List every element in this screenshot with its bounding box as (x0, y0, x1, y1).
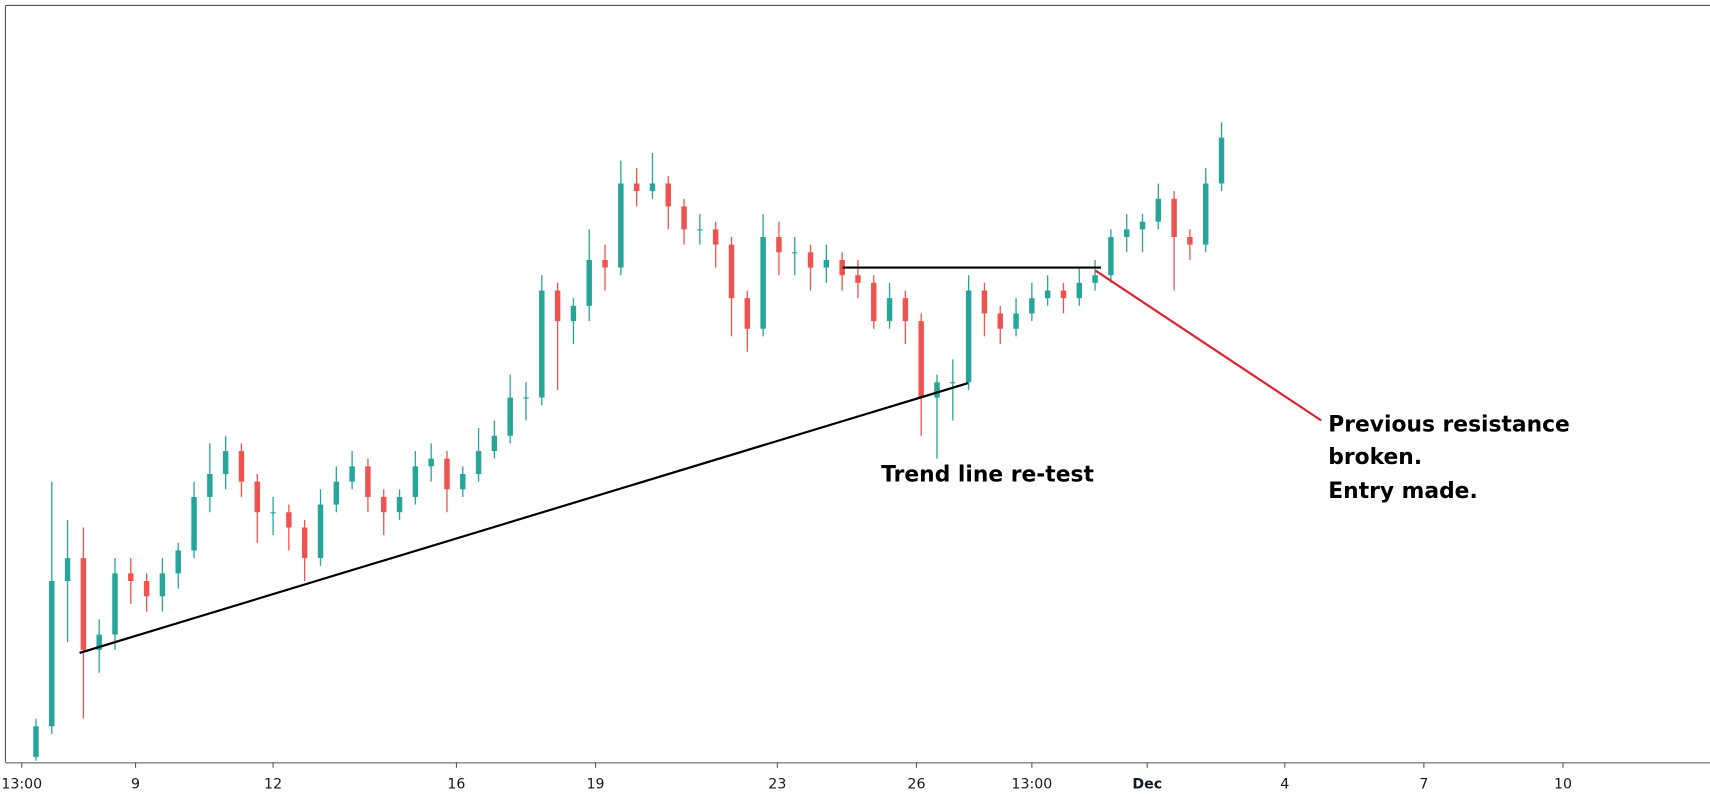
candle-body (254, 481, 260, 513)
candle-body (570, 305, 577, 322)
annotation-line (79, 381, 969, 654)
candle-body (96, 634, 102, 650)
candle-body (649, 183, 656, 192)
candle-body (807, 252, 814, 268)
candle-body (902, 298, 909, 322)
candle-body (681, 206, 687, 230)
candle-body (222, 451, 229, 474)
candle-body (1203, 183, 1209, 245)
candle-body (207, 473, 213, 497)
candle-body (871, 282, 877, 322)
x-tick-label: 26 (907, 777, 925, 793)
candle-body (270, 512, 276, 514)
candle-body (823, 259, 830, 268)
candle-body (950, 382, 956, 384)
candle-body (1108, 236, 1114, 276)
annotation: Entry made. (1328, 479, 1477, 504)
plot: 13:00 9 12 16 19 23 26 13:00 Dec 4 7 10 (1, 122, 1572, 793)
candle-body (286, 512, 292, 528)
candle-body (444, 458, 450, 490)
candle-body (918, 321, 924, 398)
candle-body (633, 183, 640, 192)
x-tick-label: 9 (131, 777, 140, 793)
candle-body (744, 298, 751, 329)
candle-body (792, 252, 798, 254)
candle-body (997, 313, 1003, 329)
candle-body (381, 496, 387, 513)
candle-body (934, 382, 940, 398)
candle-body (475, 451, 482, 474)
x-tick-label: 23 (768, 777, 786, 793)
candle-body (238, 451, 245, 482)
candle-body (460, 473, 466, 490)
candle-body (839, 259, 845, 276)
x-tick-label: 13:00 (1011, 777, 1052, 793)
candle-body (1155, 198, 1162, 222)
candle-body (349, 466, 355, 482)
candle-body (523, 397, 529, 399)
candle-body (1139, 221, 1146, 230)
candle-body (554, 290, 561, 322)
annotation-line (1094, 269, 1322, 422)
candle-body (1076, 282, 1082, 299)
candle-body (602, 259, 608, 268)
candle-body (1060, 290, 1067, 299)
candle-body (507, 397, 513, 436)
candle-body (1218, 137, 1225, 184)
candle-body (49, 581, 55, 727)
candle-body (112, 573, 118, 635)
candle-body (1171, 198, 1177, 237)
candle-body (665, 183, 671, 207)
candle-body (1044, 290, 1051, 299)
candle-body (586, 259, 592, 306)
candle-body (618, 183, 624, 268)
x-tick-label: 19 (587, 777, 605, 793)
candle-body (1029, 298, 1035, 314)
x-tick-label: 12 (264, 777, 282, 793)
candle-body (175, 550, 181, 574)
candle-body (539, 290, 545, 398)
candle-body (965, 290, 972, 383)
candle-body (80, 558, 87, 650)
candle-body (128, 573, 134, 582)
candle-body (855, 275, 861, 283)
candle-body (760, 236, 766, 329)
x-tick-label: 10 (1554, 777, 1572, 793)
x-tick-label: 7 (1419, 777, 1428, 793)
annotation: Previous resistance (1328, 412, 1570, 437)
annotation: Trend line re-test (881, 463, 1094, 488)
annotation: broken. (1328, 445, 1422, 470)
x-tick-label: 4 (1280, 777, 1289, 793)
candle-body (301, 527, 308, 559)
candle-body (317, 504, 324, 559)
candle-body (365, 466, 371, 497)
candle-body (396, 496, 403, 513)
candle-body (1013, 313, 1019, 329)
candle-body (64, 558, 71, 582)
candle-body (191, 496, 197, 551)
candle-body (886, 298, 893, 322)
candle-body (1123, 229, 1130, 237)
x-tick-label: 13:00 (1, 777, 42, 793)
candle-body (428, 458, 434, 467)
candle-body (1187, 236, 1193, 245)
x-tick-label: 16 (447, 777, 465, 793)
candle-body (159, 573, 166, 597)
candle-body (981, 290, 988, 314)
candle-body (143, 581, 150, 597)
candle-body (728, 244, 735, 299)
candle-body (33, 726, 39, 757)
candle-body (412, 466, 419, 497)
candle-body (776, 236, 782, 253)
x-tick-label: Dec (1132, 777, 1162, 793)
candle-body (1092, 275, 1098, 283)
candle-body (697, 229, 703, 231)
candle-body (333, 481, 340, 505)
candle-body (491, 435, 498, 452)
candle-body (712, 229, 719, 245)
